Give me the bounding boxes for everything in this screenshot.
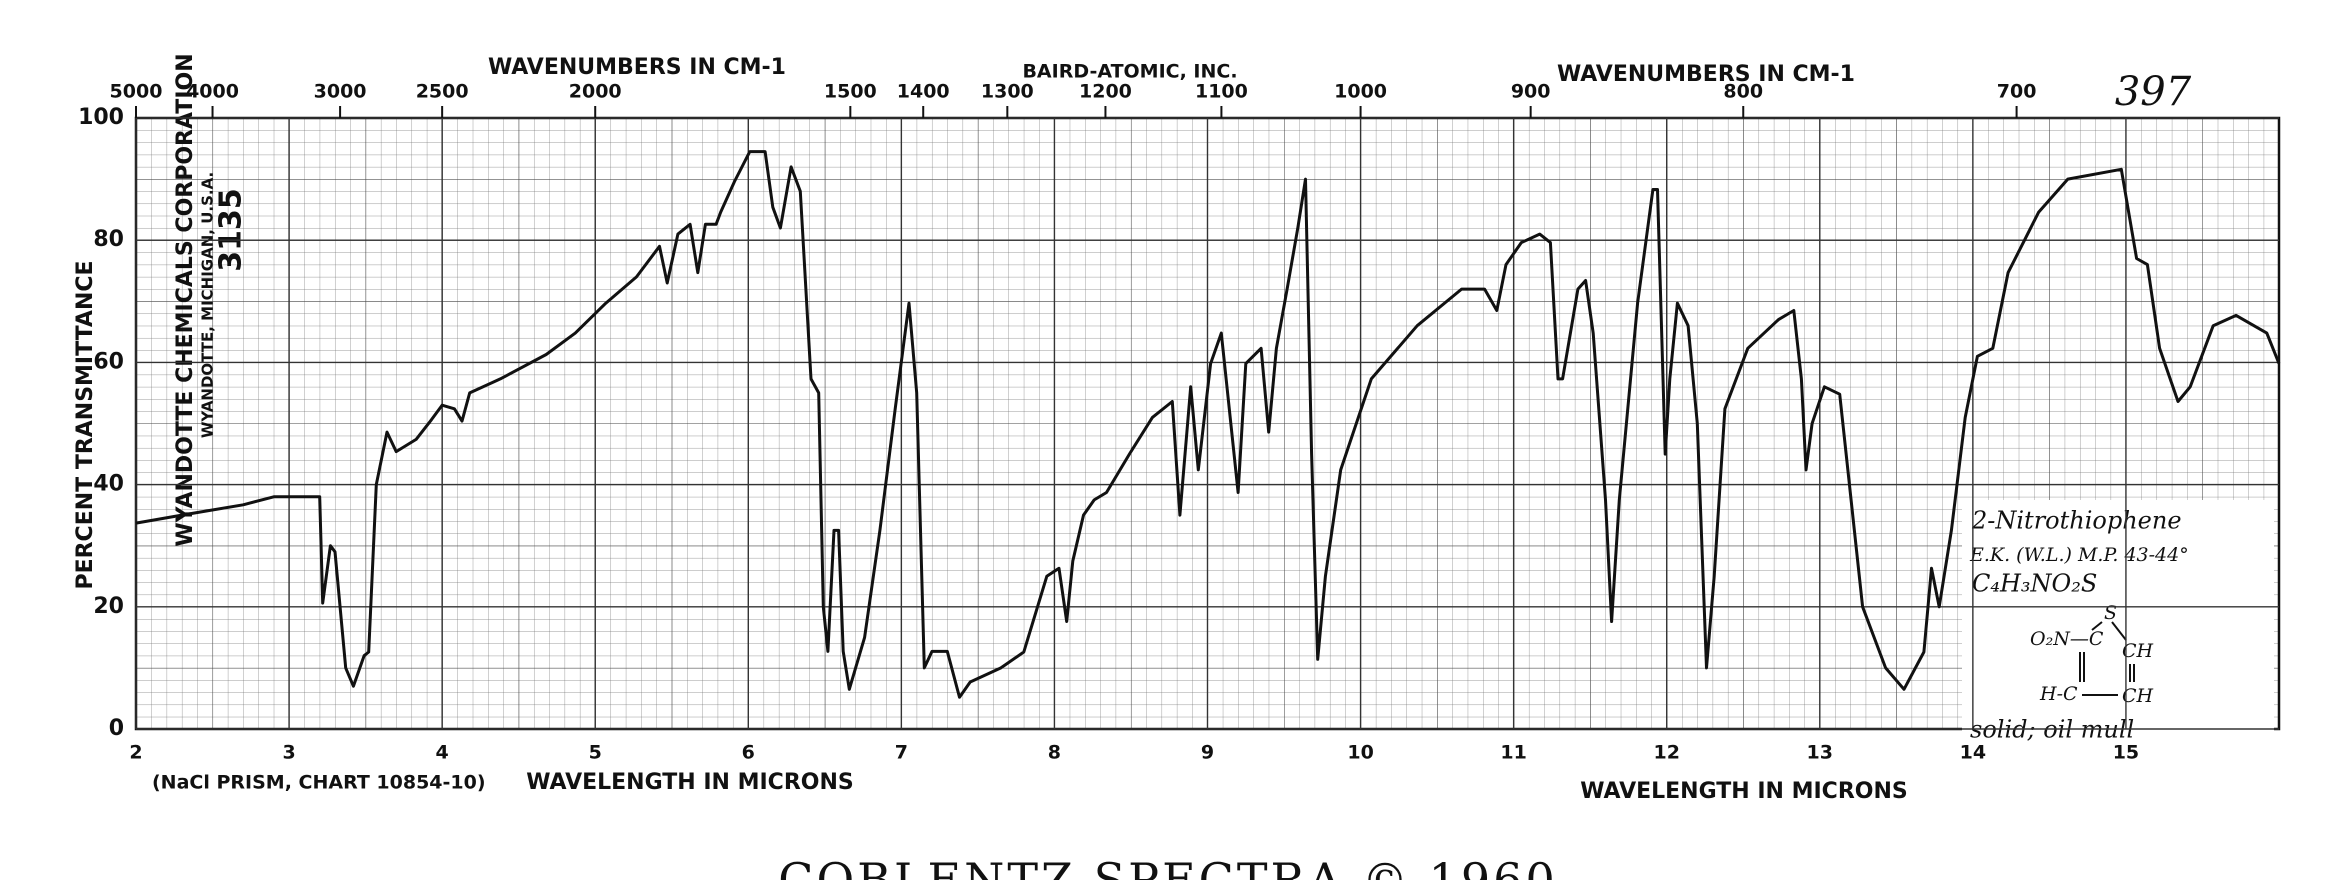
x-tick-label: 12 bbox=[1653, 742, 1679, 764]
x2-tick-label: 1000 bbox=[1334, 81, 1387, 103]
notes-background bbox=[1962, 500, 2274, 750]
x2-tick-label: 900 bbox=[1511, 81, 1551, 103]
top-axis-label: WAVENUMBERS IN CM-1 bbox=[488, 55, 786, 80]
structure-bonds bbox=[2079, 621, 2135, 696]
x-tick-label: 7 bbox=[895, 742, 908, 764]
x2-tick-label: 800 bbox=[1723, 81, 1763, 103]
x2-tick-label: 4000 bbox=[186, 81, 239, 103]
x-tick-label: 3 bbox=[282, 742, 295, 764]
x2-tick-label: 1300 bbox=[981, 81, 1034, 103]
footer: COBLENTZ SPECTRA © 1960 bbox=[778, 853, 1557, 880]
source-location: WYANDOTTE, MICHIGAN, U.S.A. bbox=[199, 172, 217, 438]
y-tick-label: 60 bbox=[93, 349, 124, 374]
structure-label: S bbox=[2104, 602, 2117, 624]
x-tick-label: 15 bbox=[2113, 742, 2139, 764]
x2-tick-label: 2000 bbox=[569, 81, 622, 103]
top-axis-label-right: WAVENUMBERS IN CM-1 bbox=[1557, 62, 1855, 87]
x-tick-label: 5 bbox=[589, 742, 602, 764]
chart-title: 397 bbox=[2115, 69, 2192, 115]
compound: 2-Nitrothiophene bbox=[1971, 507, 2182, 535]
x2-tick-label: 1400 bbox=[897, 81, 950, 103]
x2-tick-label: 2500 bbox=[416, 81, 469, 103]
x-tick-label: 2 bbox=[129, 742, 142, 764]
x-axis-label-right: WAVELENGTH IN MICRONS bbox=[1580, 779, 1907, 804]
x-tick-label: 8 bbox=[1048, 742, 1061, 764]
x2-tick-label: 1500 bbox=[824, 81, 877, 103]
spectrum-line bbox=[135, 150, 2281, 699]
structure-label: H-C bbox=[2039, 683, 2078, 705]
x-tick-label: 10 bbox=[1347, 742, 1373, 764]
prism-note: (NaCl PRISM, CHART 10854-10) bbox=[152, 772, 486, 794]
x2-tick-label: 3000 bbox=[314, 81, 367, 103]
sample-info: E.K. (W.L.) M.P. 43-44° bbox=[1969, 544, 2189, 566]
x2-tick-label: 5000 bbox=[110, 81, 163, 103]
source: WYANDOTTE CHEMICALS CORPORATION bbox=[173, 53, 198, 546]
formula: C₄H₃NO₂S bbox=[1972, 570, 2097, 598]
x-tick-label: 6 bbox=[742, 742, 755, 764]
y-tick-label: 0 bbox=[109, 716, 124, 741]
x-tick-label: 13 bbox=[1807, 742, 1833, 764]
y-axis-label: PERCENT TRANSMITTANCE bbox=[73, 260, 98, 589]
y-tick-label: 20 bbox=[93, 594, 124, 619]
x2-tick-label: 700 bbox=[1997, 81, 2037, 103]
x-tick-label: 14 bbox=[1960, 742, 1986, 764]
structure-label: O₂N—C bbox=[2030, 628, 2104, 650]
x2-tick-label: 1100 bbox=[1195, 81, 1248, 103]
structure-label: CH bbox=[2122, 640, 2154, 662]
structure-label: CH bbox=[2122, 685, 2154, 707]
y-tick-label: 40 bbox=[93, 472, 124, 497]
x-tick-label: 11 bbox=[1500, 742, 1526, 764]
y-tick-label: 100 bbox=[78, 105, 124, 130]
sample-number: 3135 bbox=[214, 188, 249, 272]
x-tick-label: 4 bbox=[436, 742, 449, 764]
x-tick-label: 9 bbox=[1201, 742, 1214, 764]
x-axis-label: WAVELENGTH IN MICRONS bbox=[526, 770, 853, 795]
publisher: BAIRD-ATOMIC, INC. bbox=[1022, 61, 1237, 83]
y-tick-label: 80 bbox=[93, 227, 124, 252]
x2-tick-label: 1200 bbox=[1079, 81, 1132, 103]
